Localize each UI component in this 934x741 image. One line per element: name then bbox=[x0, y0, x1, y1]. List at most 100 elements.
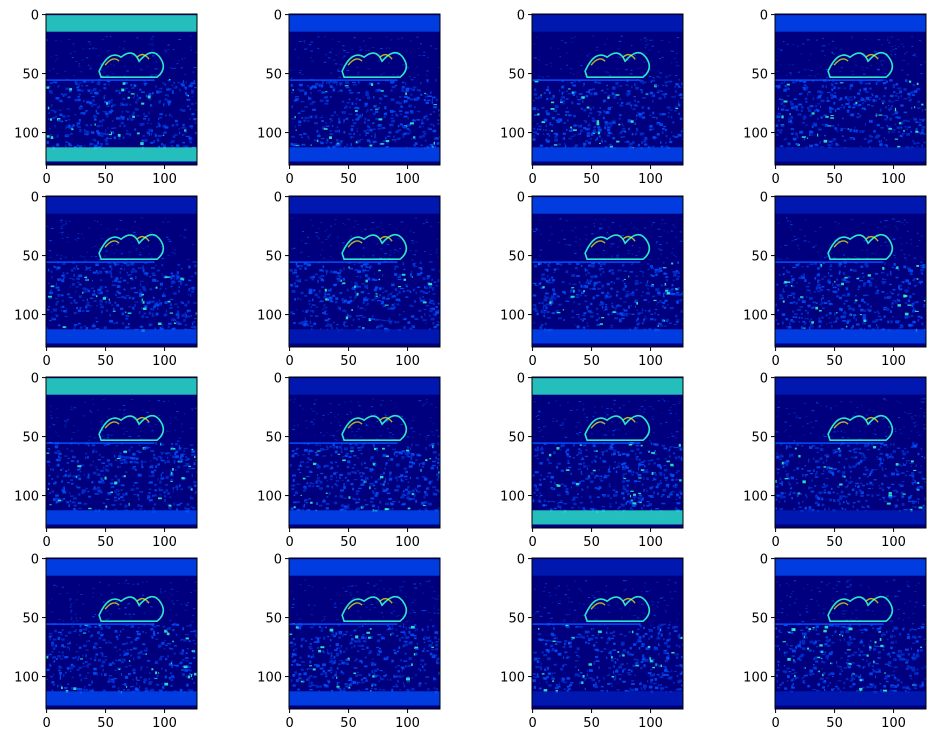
texture-speck bbox=[896, 266, 899, 270]
texture-speck bbox=[321, 249, 324, 251]
texture-speck bbox=[339, 84, 341, 87]
texture-speck bbox=[780, 82, 784, 84]
texture-speck bbox=[86, 100, 90, 104]
texture-speck bbox=[625, 69, 628, 71]
texture-speck bbox=[165, 114, 167, 117]
texture-speck bbox=[54, 445, 59, 449]
texture-speck bbox=[598, 142, 601, 145]
texture-speck bbox=[780, 108, 785, 111]
texture-speck bbox=[117, 466, 119, 469]
texture-speck bbox=[122, 136, 125, 140]
texture-speck bbox=[872, 98, 876, 102]
texture-speck bbox=[137, 473, 142, 477]
texture-speck bbox=[108, 100, 111, 102]
texture-speck bbox=[155, 85, 157, 88]
texture-speck bbox=[178, 128, 181, 130]
texture-speck bbox=[314, 293, 318, 297]
texture-speck bbox=[139, 51, 141, 53]
texture-speck bbox=[304, 279, 308, 281]
texture-speck bbox=[842, 294, 846, 297]
texture-speck bbox=[365, 279, 368, 283]
texture-speck bbox=[436, 239, 438, 241]
texture-speck bbox=[151, 474, 155, 477]
texture-speck bbox=[838, 265, 841, 268]
subject-highlight bbox=[833, 53, 879, 66]
texture-speck bbox=[335, 83, 338, 86]
texture-speck bbox=[76, 474, 81, 477]
texture-speck bbox=[659, 244, 662, 246]
texture-speck bbox=[170, 472, 173, 475]
texture-speck bbox=[83, 325, 87, 327]
texture-speck bbox=[135, 468, 137, 471]
texture-speck bbox=[616, 254, 620, 256]
texture-speck bbox=[429, 113, 432, 115]
texture-speck bbox=[619, 225, 622, 227]
texture-speck bbox=[46, 452, 50, 454]
texture-speck bbox=[639, 79, 643, 83]
texture-speck bbox=[90, 266, 92, 268]
texture-speck bbox=[803, 69, 807, 71]
texture-speck bbox=[184, 145, 188, 149]
texture-speck bbox=[384, 290, 388, 293]
texture-speck bbox=[148, 488, 152, 491]
texture-speck bbox=[132, 306, 135, 310]
texture-speck bbox=[875, 82, 878, 85]
texture-speck bbox=[77, 322, 81, 325]
texture-speck bbox=[419, 290, 424, 293]
texture-speck bbox=[636, 114, 638, 117]
texture-speck bbox=[292, 313, 296, 315]
texture-speck bbox=[438, 317, 440, 319]
texture-speck bbox=[848, 105, 851, 108]
texture-speck bbox=[619, 104, 624, 107]
texture-speck bbox=[129, 274, 132, 276]
texture-speck bbox=[369, 128, 373, 132]
texture-speck bbox=[861, 310, 865, 312]
texture-speck bbox=[337, 453, 341, 455]
texture-speck bbox=[329, 96, 332, 98]
texture-speck bbox=[52, 80, 55, 82]
texture-speck bbox=[75, 286, 79, 288]
texture-speck bbox=[775, 283, 778, 286]
texture-speck bbox=[574, 124, 578, 127]
texture-speck bbox=[413, 136, 416, 139]
texture-speck bbox=[396, 75, 399, 77]
texture-speck bbox=[415, 241, 418, 243]
texture-speck bbox=[649, 69, 652, 71]
texture-speck bbox=[650, 39, 654, 41]
texture-speck bbox=[71, 257, 73, 259]
texture-speck bbox=[583, 84, 585, 87]
texture-speck bbox=[431, 143, 436, 145]
texture-speck bbox=[140, 300, 142, 304]
texture-speck bbox=[656, 123, 660, 125]
texture-speck bbox=[74, 114, 77, 116]
texture-speck bbox=[365, 265, 368, 268]
texture-speck bbox=[347, 314, 352, 318]
texture-speck bbox=[608, 143, 612, 147]
texture-speck bbox=[79, 471, 82, 473]
texture-speck bbox=[135, 101, 138, 104]
texture-speck bbox=[363, 298, 367, 302]
texture-speck bbox=[115, 489, 120, 491]
texture-speck bbox=[425, 322, 427, 325]
texture-speck bbox=[650, 80, 653, 83]
feature-map-image bbox=[289, 377, 440, 528]
texture-speck bbox=[860, 298, 864, 302]
texture-speck bbox=[630, 120, 634, 123]
texture-speck bbox=[394, 140, 396, 143]
texture-speck bbox=[559, 101, 563, 103]
texture-speck bbox=[85, 305, 88, 309]
texture-speck bbox=[163, 277, 165, 279]
texture-speck bbox=[904, 312, 909, 316]
texture-speck bbox=[316, 129, 319, 133]
texture-speck bbox=[87, 456, 89, 459]
texture-speck bbox=[595, 49, 598, 51]
texture-speck bbox=[802, 43, 805, 45]
texture-speck bbox=[610, 287, 613, 290]
texture-speck bbox=[813, 262, 818, 265]
texture-speck bbox=[153, 305, 156, 309]
texture-speck bbox=[47, 268, 50, 272]
texture-speck bbox=[549, 122, 552, 126]
texture-speck bbox=[303, 40, 306, 42]
texture-speck bbox=[57, 499, 62, 502]
texture-speck bbox=[920, 73, 923, 75]
